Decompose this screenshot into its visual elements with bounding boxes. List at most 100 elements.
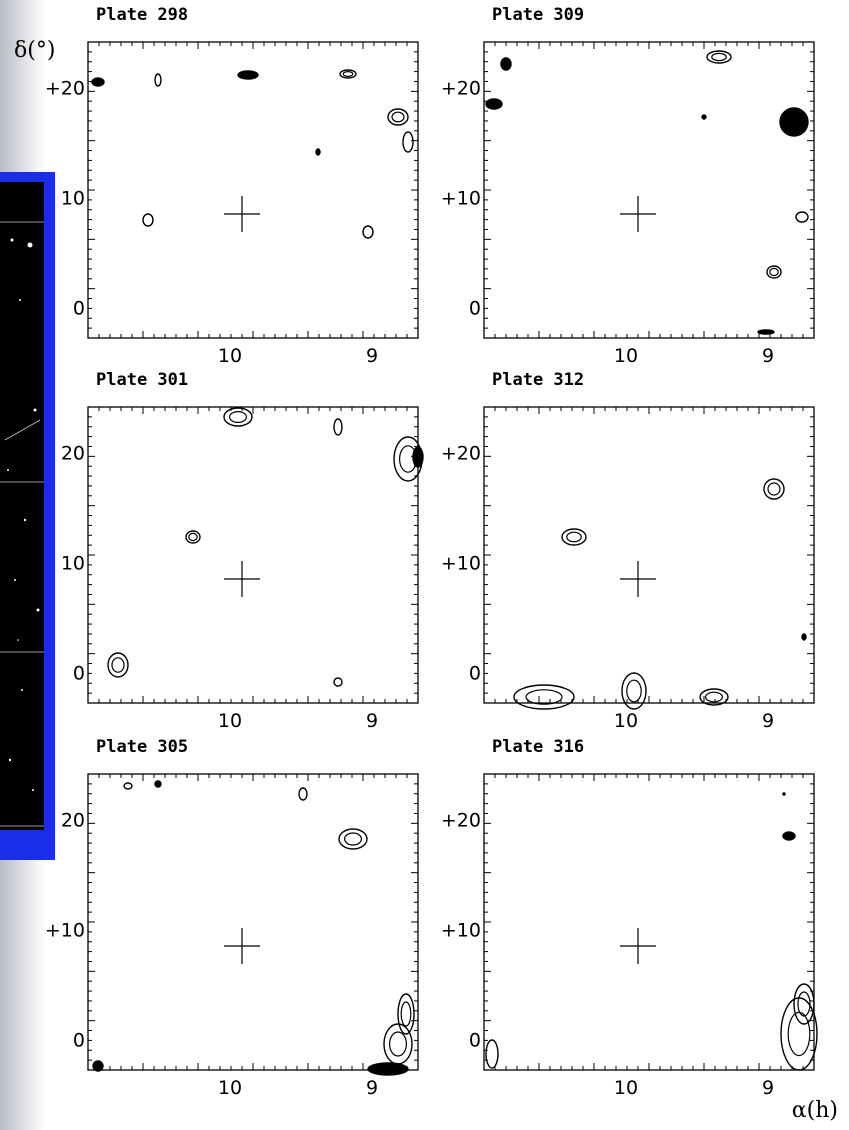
contour xyxy=(702,115,706,119)
contour xyxy=(501,58,511,70)
contour xyxy=(401,1002,411,1026)
plot-frame xyxy=(484,774,814,1070)
contour xyxy=(758,330,774,334)
x-tick-label: 9 xyxy=(762,345,774,367)
panel-title: Plate 316 xyxy=(492,737,584,757)
contour xyxy=(343,72,353,77)
contour xyxy=(316,149,320,155)
contour xyxy=(486,1040,498,1068)
panel: Plate 312 +20 +10 0 10 9 xyxy=(441,370,814,732)
contour xyxy=(802,634,806,640)
plot-frame xyxy=(88,774,418,1070)
contour xyxy=(224,408,252,426)
contour xyxy=(562,529,586,545)
contour xyxy=(783,793,785,795)
x-tick-label: 10 xyxy=(614,345,638,367)
contour xyxy=(627,680,641,702)
contour xyxy=(567,532,581,542)
contour xyxy=(794,984,814,1024)
contour xyxy=(186,531,200,543)
plot-frame xyxy=(484,407,814,703)
contour xyxy=(112,658,124,672)
y-tick-label: 0 xyxy=(73,663,85,685)
x-tick-label: 10 xyxy=(218,345,242,367)
contour xyxy=(413,447,423,467)
contour xyxy=(124,783,132,789)
contour xyxy=(108,653,128,677)
plot-frame xyxy=(484,42,814,338)
contour xyxy=(384,1024,412,1064)
y-tick-label: +20 xyxy=(441,810,481,832)
contour xyxy=(189,533,197,540)
contour xyxy=(764,479,784,499)
y-tick-label: +20 xyxy=(441,78,481,100)
contour xyxy=(238,71,258,79)
contour xyxy=(155,781,161,787)
contour xyxy=(783,832,795,840)
y-tick-label: 0 xyxy=(73,298,85,320)
center-cross xyxy=(620,928,656,964)
y-tick-label: +10 xyxy=(441,920,481,942)
contour xyxy=(768,483,780,495)
center-cross xyxy=(620,196,656,232)
plot-frame xyxy=(88,42,418,338)
panel-title: Plate 312 xyxy=(492,370,584,390)
x-axis-label: α(h) xyxy=(792,1098,838,1123)
center-cross xyxy=(224,928,260,964)
contour xyxy=(334,678,342,686)
contour xyxy=(712,53,726,60)
center-cross xyxy=(224,561,260,597)
contour xyxy=(526,690,562,704)
contour xyxy=(780,108,808,136)
figure: Plate 298+20100109Plate 309+20+100109Pla… xyxy=(0,0,849,1130)
x-tick-label: 9 xyxy=(762,710,774,732)
panel: Plate 309+20+100109 xyxy=(441,5,814,367)
panel-title: Plate 305 xyxy=(96,737,188,757)
y-tick-label: +10 xyxy=(45,920,85,942)
panel-title: Plate 301 xyxy=(96,370,188,390)
y-axis-label: δ(°) xyxy=(14,38,55,63)
contour xyxy=(392,112,404,122)
contour xyxy=(796,212,808,222)
contour xyxy=(706,692,723,702)
y-tick-label: 20 xyxy=(61,810,85,832)
contour xyxy=(388,109,408,125)
y-tick-label: 0 xyxy=(73,1030,85,1052)
y-tick-label: 10 xyxy=(61,188,85,210)
contour xyxy=(368,1063,408,1075)
contour xyxy=(770,268,778,275)
x-tick-label: 9 xyxy=(762,1077,774,1099)
x-tick-label: 10 xyxy=(614,710,638,732)
contour xyxy=(788,1012,810,1055)
contour xyxy=(390,1032,407,1056)
contour xyxy=(345,833,362,845)
x-tick-label: 9 xyxy=(366,1077,378,1099)
y-tick-label: 0 xyxy=(469,298,481,320)
panels: Plate 298+20100109Plate 309+20+100109Pla… xyxy=(45,5,817,1099)
center-cross xyxy=(620,561,656,597)
y-tick-label: 10 xyxy=(61,553,85,575)
contour xyxy=(514,685,574,709)
y-tick-label: 20 xyxy=(61,443,85,465)
y-tick-label: +20 xyxy=(441,443,481,465)
plot-frame xyxy=(88,407,418,703)
x-tick-label: 10 xyxy=(218,710,242,732)
inset-image xyxy=(0,172,55,860)
contour xyxy=(299,788,307,800)
contour xyxy=(707,51,731,63)
y-tick-label: +10 xyxy=(441,188,481,210)
contour xyxy=(486,99,502,109)
contour xyxy=(143,214,153,226)
contour xyxy=(92,78,104,86)
x-tick-label: 9 xyxy=(366,345,378,367)
center-cross xyxy=(224,196,260,232)
contour xyxy=(230,412,247,423)
y-tick-label: 0 xyxy=(469,1030,481,1052)
y-tick-label: 0 xyxy=(469,663,481,685)
y-tick-label: +10 xyxy=(441,553,481,575)
contour xyxy=(93,1061,103,1071)
contour xyxy=(403,132,413,152)
